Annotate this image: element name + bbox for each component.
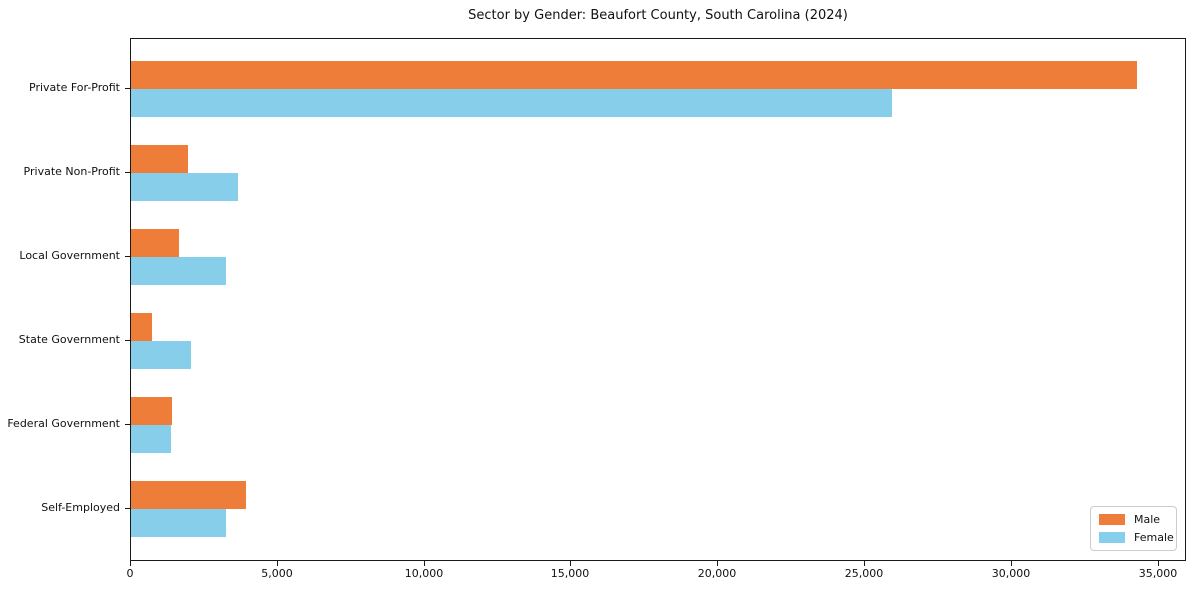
x-tick-0 (130, 561, 131, 566)
male-swatch-icon (1099, 514, 1125, 525)
y-label-self-employed: Self-Employed (41, 501, 120, 514)
x-label-20000: 20,000 (697, 567, 737, 580)
x-tick-10000 (424, 561, 425, 566)
y-label-private-for-profit: Private For-Profit (29, 81, 120, 94)
plot-area (130, 38, 1186, 561)
x-tick-20000 (717, 561, 718, 566)
legend-label-male: Male (1134, 513, 1161, 526)
x-label-10000: 10,000 (404, 567, 444, 580)
y-label-state-government: State Government (18, 333, 120, 346)
x-label-0: 0 (126, 567, 134, 580)
bar-female-private-non-profit (131, 173, 238, 201)
bar-female-local-government (131, 257, 226, 285)
bar-female-federal-government (131, 425, 171, 453)
y-tick-self-employed (125, 508, 130, 509)
y-tick-federal-government (125, 424, 130, 425)
bar-female-self-employed (131, 509, 226, 537)
y-label-federal-government: Federal Government (7, 417, 120, 430)
y-tick-private-non-profit (125, 172, 130, 173)
y-label-local-government: Local Government (19, 249, 120, 262)
x-label-30000: 30,000 (991, 567, 1031, 580)
x-label-5000: 5,000 (261, 567, 293, 580)
x-label-15000: 15,000 (550, 567, 590, 580)
x-tick-25000 (864, 561, 865, 566)
legend-label-female: Female (1134, 531, 1174, 544)
legend-entry-female: Female (1099, 531, 1174, 544)
x-tick-5000 (277, 561, 278, 566)
bar-male-state-government (131, 313, 152, 341)
bar-male-federal-government (131, 397, 172, 425)
x-tick-30000 (1011, 561, 1012, 566)
x-label-25000: 25,000 (844, 567, 884, 580)
x-tick-15000 (570, 561, 571, 566)
y-label-private-non-profit: Private Non-Profit (23, 165, 120, 178)
y-tick-local-government (125, 256, 130, 257)
chart-title: Sector by Gender: Beaufort County, South… (468, 8, 848, 23)
y-tick-private-for-profit (125, 88, 130, 89)
bar-female-state-government (131, 341, 191, 369)
x-label-35000: 35,000 (1138, 567, 1178, 580)
bar-male-local-government (131, 229, 179, 257)
bar-male-private-for-profit (131, 61, 1137, 89)
bar-male-private-non-profit (131, 145, 188, 173)
x-tick-35000 (1158, 561, 1159, 566)
legend: Male Female (1090, 506, 1177, 551)
bar-female-private-for-profit (131, 89, 892, 117)
female-swatch-icon (1099, 532, 1125, 543)
bar-male-self-employed (131, 481, 246, 509)
y-tick-state-government (125, 340, 130, 341)
legend-entry-male: Male (1099, 513, 1168, 526)
